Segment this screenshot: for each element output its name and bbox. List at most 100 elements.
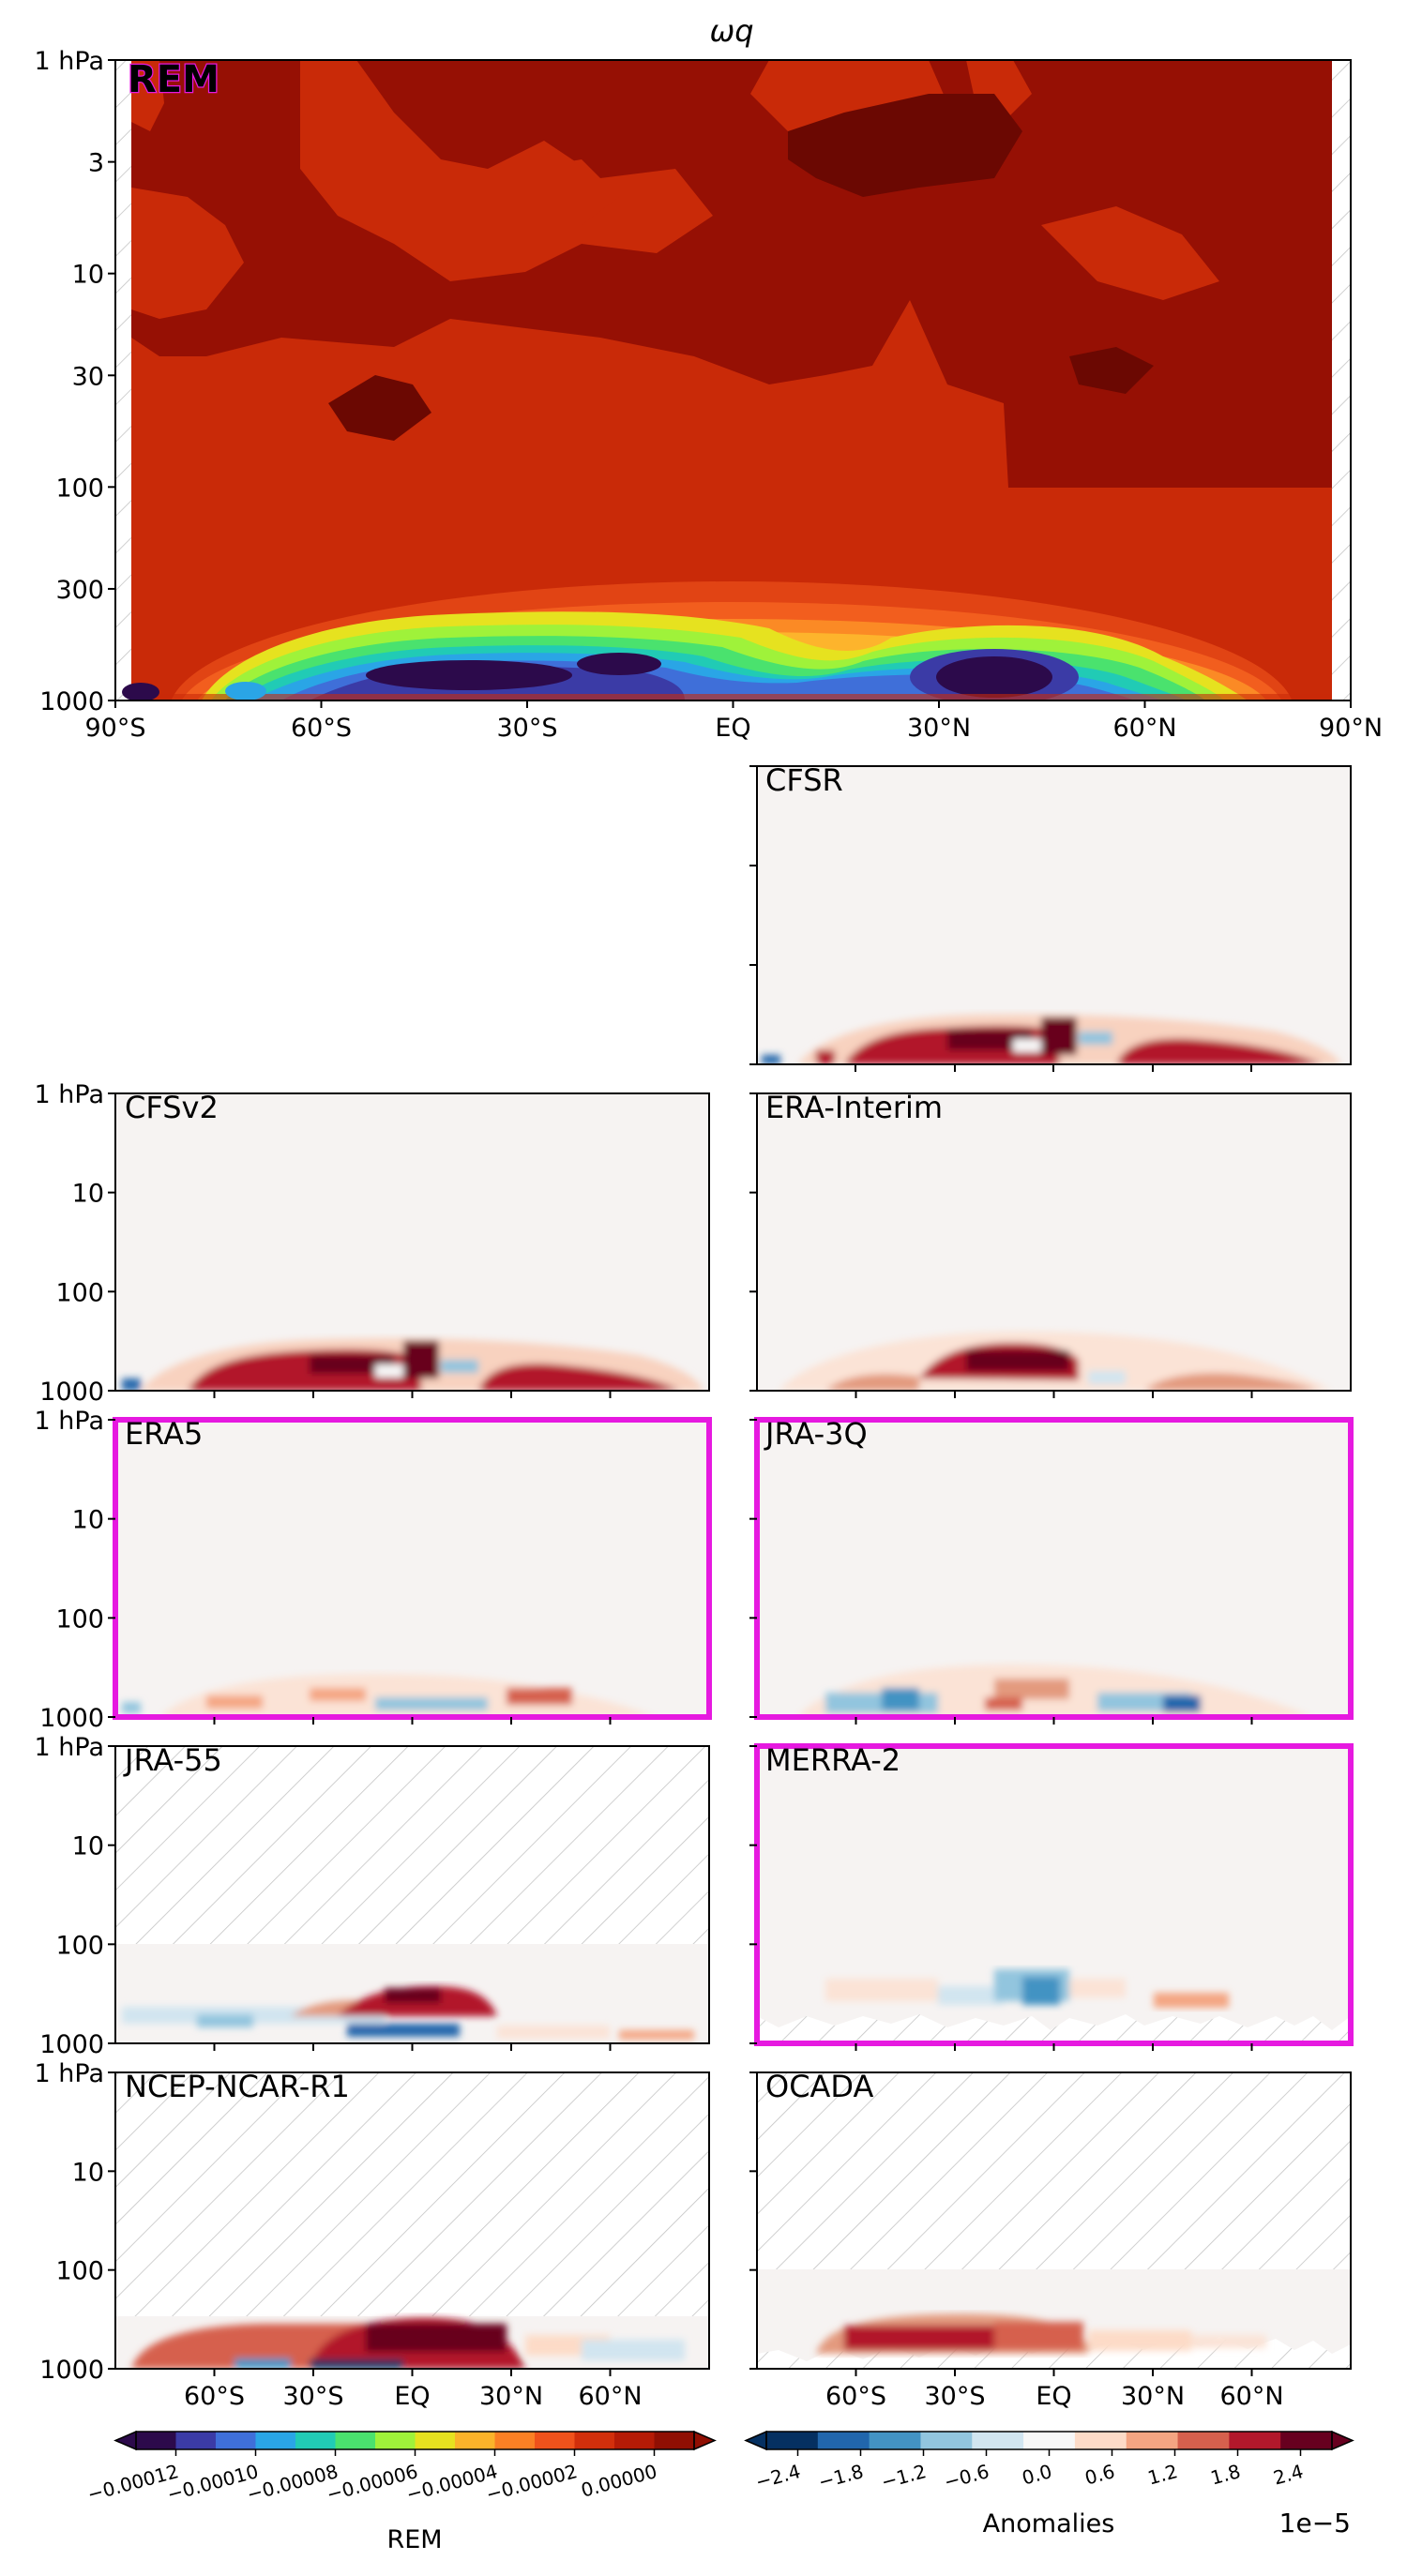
anomaly-blob <box>966 1350 1069 1371</box>
panel-label: JRA-3Q <box>764 1416 868 1452</box>
colorbar-cell <box>869 2432 921 2449</box>
panel-label: CFSR <box>765 762 843 798</box>
anomaly-blob <box>366 2324 507 2352</box>
colorbar-cell <box>136 2432 176 2449</box>
colorbar-tick-label: 0.6 <box>1082 2460 1117 2489</box>
anomaly-blob <box>994 2322 1083 2350</box>
anomaly-blob <box>1041 1017 1077 1055</box>
colorbar-cell <box>535 2432 575 2449</box>
main-x-ticks: 90°S 60°S 30°S EQ 30°N 60°N 90°N <box>85 700 1383 743</box>
anomaly-blob <box>497 2026 610 2039</box>
x-tick-label: 60°S <box>291 714 352 743</box>
colorbar-cell <box>494 2432 536 2449</box>
panel-label: JRA-55 <box>123 1742 222 1778</box>
anomaly-blob <box>1116 1038 1323 1064</box>
colorbar-cell <box>972 2432 1024 2449</box>
anomaly-blob <box>947 1030 1032 1050</box>
panel-rem: REM 1 hPa 3 10 30 100 300 1000 90°S 60°S 30°S EQ 3… <box>35 47 1384 743</box>
rem-light-patch <box>1041 206 1219 300</box>
colorbar-cell <box>817 2432 870 2449</box>
x-tick-label: 90°N <box>1319 714 1383 743</box>
anomaly-blob <box>762 1055 780 1064</box>
anomaly-blob <box>310 1355 394 1374</box>
anomaly-blob <box>582 2340 685 2360</box>
rem-light-patch <box>525 159 619 225</box>
chart-title: ωq <box>709 13 753 49</box>
colorbar-cell <box>295 2432 336 2449</box>
rem-light-patch <box>131 60 164 131</box>
colorbar-tick-label: −1.2 <box>879 2460 929 2493</box>
main-y-ticks: 1 hPa 3 10 30 100 300 1000 <box>35 47 115 716</box>
panel-label: REM <box>128 58 219 101</box>
y-tick-label: 1000 <box>39 2030 104 2059</box>
colorbar-cell <box>455 2432 495 2449</box>
anomaly-blob <box>403 1341 439 1378</box>
anomaly-blob <box>1163 1695 1201 1712</box>
anomaly-blob <box>1013 1039 1041 1052</box>
colorbar-tick-label: 1.8 <box>1208 2460 1243 2489</box>
anomaly-blob <box>1191 2335 1266 2348</box>
x-tick-label: 30°N <box>479 2382 543 2411</box>
panel-label: NCEP-NCAR-R1 <box>125 2069 350 2104</box>
y-tick-label: 100 <box>55 1931 104 1960</box>
rem-darkest-patch <box>1069 347 1154 394</box>
rem-darkest-patch <box>788 94 1022 197</box>
x-tick-label: 30°N <box>907 714 971 743</box>
anomaly-blob <box>310 2359 403 2369</box>
colorbar-tick-label: 1.2 <box>1145 2460 1180 2489</box>
anomaly-blob <box>441 1360 478 1373</box>
x-tick-label: 30°S <box>925 2382 986 2411</box>
colorbar-cell <box>216 2432 256 2449</box>
rem-core-south <box>577 653 661 675</box>
y-tick-label: 100 <box>55 1278 104 1307</box>
anomaly-blob <box>159 1674 657 1717</box>
colorbar-tick-label: 2.4 <box>1271 2460 1306 2489</box>
anomaly-blob <box>1154 1993 1229 2008</box>
y-tick-label: 1000 <box>39 687 104 716</box>
y-tick-label: 10 <box>72 1832 104 1861</box>
y-tick-label: 1000 <box>39 1378 104 1407</box>
anomaly-blob <box>310 1688 366 1701</box>
anomaly-blob <box>478 1363 680 1391</box>
colorbar-rem-label: REM <box>386 2525 442 2554</box>
rem-core-edge <box>122 683 159 700</box>
panel-era5: ERA5 <box>113 1416 712 1720</box>
anomaly-blob <box>985 1697 1022 1710</box>
colorbar-cell <box>654 2432 695 2449</box>
panel-label: MERRA-2 <box>765 1742 900 1778</box>
panel-merra-2: MERRA-2 <box>754 1742 1354 2046</box>
rem-darkest-patch <box>328 375 431 441</box>
anomaly-blob <box>122 1378 141 1391</box>
y-tick-label: 3 <box>88 149 104 178</box>
rem-surface-band <box>131 694 1332 700</box>
panel-jra-55: JRA-55 <box>114 1742 710 2044</box>
x-tick-label: 60°S <box>825 2382 886 2411</box>
x-tick-label: 60°N <box>1112 714 1176 743</box>
y-tick-label: 1000 <box>39 1704 104 1733</box>
anomaly-blob <box>375 1364 403 1378</box>
colorbar-cell <box>1074 2432 1127 2449</box>
y-tick-label: 300 <box>55 576 104 605</box>
colorbar-cell <box>375 2432 416 2449</box>
y-tick-label: 30 <box>72 362 104 391</box>
anomaly-blob <box>844 2326 994 2350</box>
anomaly-blob <box>234 2358 291 2369</box>
colorbar-cell <box>335 2432 376 2449</box>
y-tick-label: 1 hPa <box>35 1407 105 1436</box>
y-tick-label: 1000 <box>39 2356 104 2385</box>
colorbar-cell <box>1177 2432 1230 2449</box>
colorbar-cell <box>255 2432 296 2449</box>
anomaly-blob <box>122 1702 141 1713</box>
colorbar-cell <box>175 2432 217 2449</box>
x-tick-label: 60°N <box>1219 2382 1283 2411</box>
colorbar-tick-label: −2.4 <box>753 2460 803 2493</box>
colorbar-cell <box>614 2432 655 2449</box>
y-tick-label: 10 <box>72 1180 104 1209</box>
anomaly-blob <box>1022 1977 1060 2005</box>
colorbar-extend-low <box>113 2430 137 2451</box>
anomaly-blob <box>1144 1373 1318 1391</box>
anomaly-blob <box>994 1679 1069 1699</box>
panel-era-interim: ERA-Interim <box>756 1090 1352 1392</box>
